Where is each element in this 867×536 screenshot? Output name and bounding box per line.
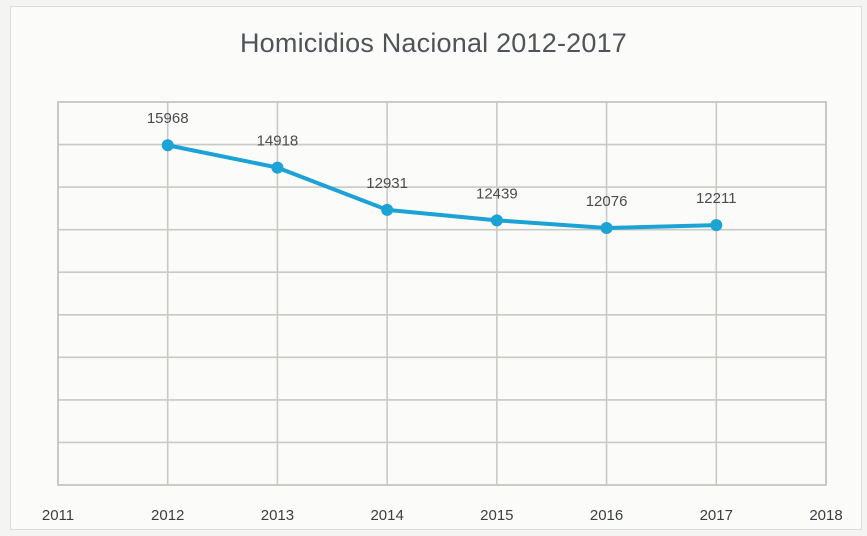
data-label: 12211 <box>696 190 737 207</box>
x-tick-label: 2018 <box>809 507 842 524</box>
data-point <box>490 214 503 227</box>
x-tick-label: 2017 <box>700 507 733 524</box>
x-tick-label: 2013 <box>261 507 294 524</box>
horizontal-gridlines <box>58 101 826 486</box>
x-tick-label: 2016 <box>590 507 623 524</box>
data-label: 12439 <box>476 185 518 202</box>
data-point <box>710 219 723 232</box>
series-line <box>165 143 719 231</box>
x-axis-tick-labels: 2011 2012 2013 2014 2015 2016 2017 2018 <box>42 507 843 524</box>
plot-area-border <box>57 101 827 486</box>
data-label: 15968 <box>147 110 189 127</box>
data-labels: 15968 14918 12931 12439 12076 12211 <box>147 110 737 210</box>
data-label: 12076 <box>586 193 628 210</box>
chart-title: Homicidios Nacional 2012-2017 <box>239 28 628 58</box>
x-tick-label: 2011 <box>42 507 74 524</box>
series-layer <box>165 143 719 231</box>
data-label: 12931 <box>366 175 408 192</box>
x-tick-label: 2014 <box>370 507 403 524</box>
data-point <box>600 222 613 235</box>
vertical-gridlines <box>57 102 827 485</box>
data-points <box>161 139 723 235</box>
data-label: 14918 <box>257 133 299 150</box>
x-tick-label: 2015 <box>480 507 513 524</box>
x-tick-label: 2012 <box>151 507 184 524</box>
data-point <box>271 161 284 174</box>
data-point <box>161 139 174 152</box>
data-point <box>381 203 394 216</box>
